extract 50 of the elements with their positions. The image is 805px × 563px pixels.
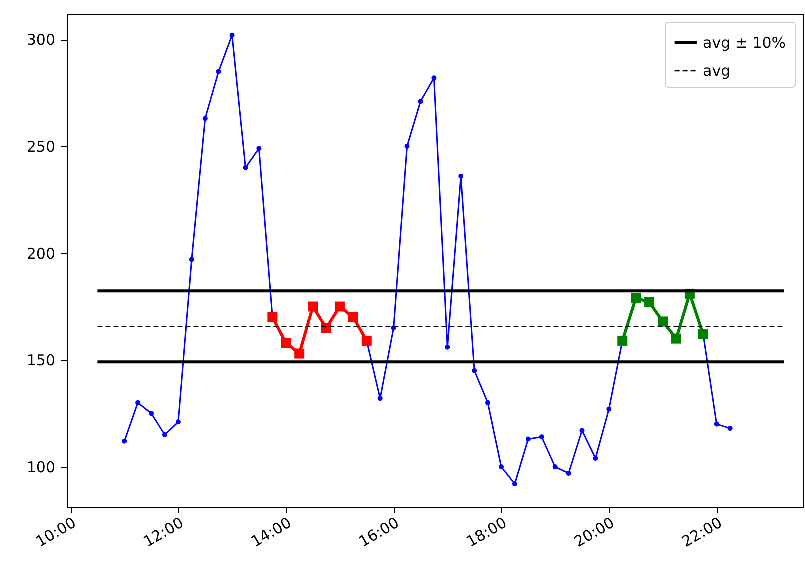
point xyxy=(268,312,278,322)
point xyxy=(580,428,585,434)
y-tick-label: 300 xyxy=(26,31,56,50)
point xyxy=(176,420,181,425)
point xyxy=(256,146,262,152)
point xyxy=(149,411,154,416)
y-tick-label: 200 xyxy=(26,244,56,263)
point xyxy=(432,76,437,81)
point xyxy=(644,297,655,308)
legend-label: avg xyxy=(703,62,731,80)
point xyxy=(698,330,708,340)
point xyxy=(552,464,558,470)
point xyxy=(418,99,424,104)
point xyxy=(362,336,372,346)
point xyxy=(539,434,544,440)
y-tick-label: 100 xyxy=(26,458,56,477)
point xyxy=(512,482,518,487)
point xyxy=(136,400,141,406)
point xyxy=(658,316,668,327)
point xyxy=(348,312,358,322)
point xyxy=(618,336,628,346)
point xyxy=(728,426,733,432)
point xyxy=(216,69,222,74)
point xyxy=(294,348,305,359)
point xyxy=(526,436,531,442)
point xyxy=(671,334,682,344)
point xyxy=(486,400,491,406)
legend-label: avg ± 10% xyxy=(703,34,786,52)
point xyxy=(378,396,383,402)
point xyxy=(230,32,235,38)
point xyxy=(404,144,410,149)
point xyxy=(445,344,450,350)
point xyxy=(631,293,642,304)
point xyxy=(593,456,598,461)
point xyxy=(334,302,345,312)
point xyxy=(566,470,572,476)
point xyxy=(202,116,208,122)
point xyxy=(472,368,478,374)
y-tick-label: 250 xyxy=(26,138,56,156)
point xyxy=(162,432,168,438)
point xyxy=(714,422,720,427)
y-tick-label: 150 xyxy=(26,352,56,370)
point xyxy=(122,438,128,444)
point xyxy=(308,302,318,312)
point xyxy=(458,174,464,179)
point xyxy=(243,165,248,170)
point xyxy=(281,338,292,348)
point xyxy=(606,406,612,412)
point xyxy=(189,257,194,262)
point xyxy=(498,464,504,470)
